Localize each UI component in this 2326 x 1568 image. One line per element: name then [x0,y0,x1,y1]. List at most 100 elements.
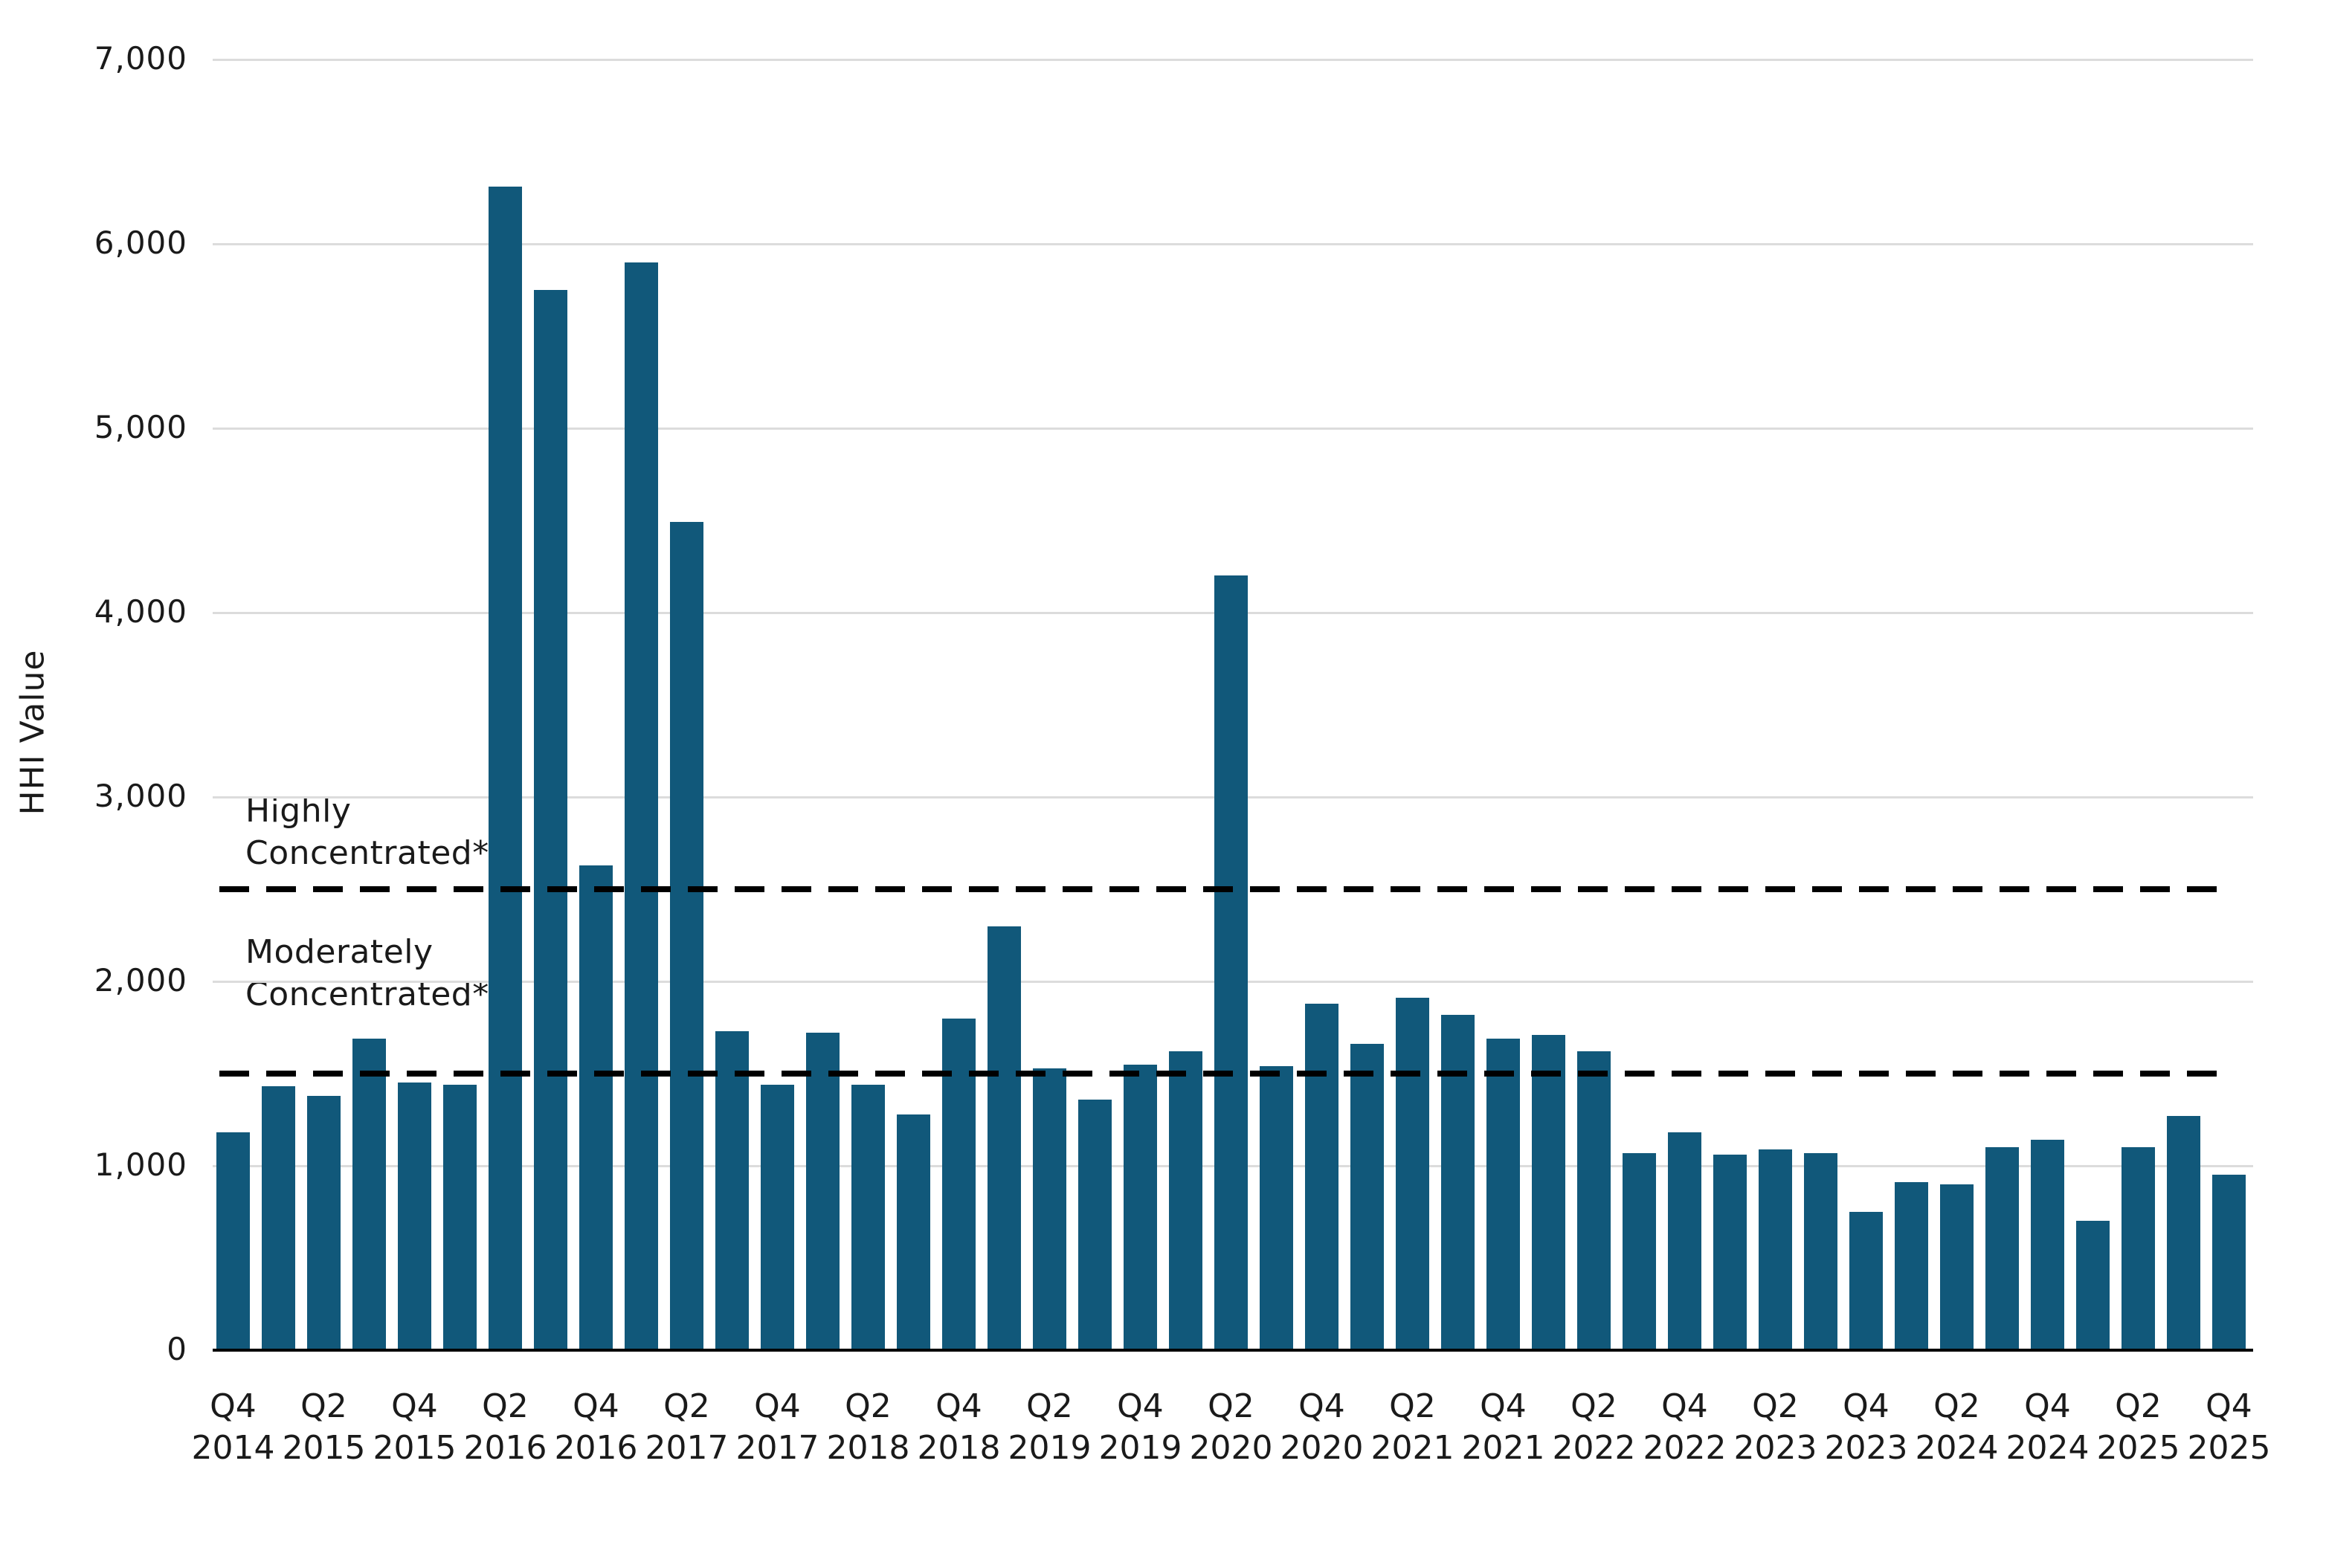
bar-q2-2018 [851,1084,885,1350]
y-tick-label-5000: 5,000 [94,409,187,445]
bar-q2-2015 [307,1095,341,1350]
bar-q1-2022 [1532,1034,1565,1350]
bar-q2-2025 [2122,1147,2155,1350]
x-tick-year-q2-2024: 2024 [1915,1429,1999,1467]
bar-q4-2018 [942,1018,976,1350]
bar-q1-2017 [625,262,658,1350]
bar-q4-2016 [579,865,613,1350]
x-tick-year-q4-2017: 2017 [735,1429,819,1467]
x-tick-year-q2-2016: 2016 [463,1429,547,1467]
y-tick-label-0: 0 [167,1331,187,1367]
x-tick-year-q4-2014: 2014 [191,1429,275,1467]
x-tick-year-q4-2025: 2025 [2187,1429,2271,1467]
bar-q3-2021 [1441,1014,1475,1350]
bar-q2-2022 [1577,1051,1611,1350]
x-tick-quarter-q2-2020: Q2 [1208,1387,1254,1425]
x-tick-quarter-q4-2018: Q4 [935,1387,982,1425]
y-tick-label-6000: 6,000 [94,225,187,261]
y-tick-label-7000: 7,000 [94,40,187,77]
gridline-7000 [213,58,2253,61]
gridline-5000 [213,427,2253,430]
bar-q2-2020 [1214,575,1248,1350]
bar-q1-2018 [806,1033,840,1350]
x-tick-quarter-q4-2023: Q4 [1843,1387,1890,1425]
bar-q2-2016 [489,187,522,1350]
x-tick-quarter-q2-2017: Q2 [663,1387,710,1425]
x-tick-quarter-q2-2023: Q2 [1752,1387,1799,1425]
bar-q4-2015 [398,1083,431,1350]
bar-q2-2021 [1396,998,1429,1350]
bar-q3-2020 [1260,1066,1293,1350]
bar-q1-2015 [262,1086,295,1350]
x-tick-quarter-q4-2017: Q4 [754,1387,801,1425]
x-tick-year-q4-2021: 2021 [1461,1429,1545,1467]
y-tick-label-3000: 3,000 [94,778,187,814]
x-tick-year-q2-2018: 2018 [826,1429,910,1467]
x-tick-year-q4-2019: 2019 [1098,1429,1182,1467]
x-tick-quarter-q4-2021: Q4 [1480,1387,1527,1425]
x-tick-year-q4-2020: 2020 [1280,1429,1364,1467]
bar-q3-2018 [897,1114,930,1350]
bar-q1-2019 [988,926,1021,1350]
x-tick-year-q2-2017: 2017 [645,1429,729,1467]
x-tick-year-q2-2023: 2023 [1733,1429,1817,1467]
reference-line-1500 [219,1071,2227,1077]
x-tick-year-q2-2022: 2022 [1552,1429,1636,1467]
x-tick-year-q4-2016: 2016 [554,1429,638,1467]
x-tick-quarter-q4-2016: Q4 [573,1387,619,1425]
x-tick-quarter-q2-2022: Q2 [1570,1387,1617,1425]
x-tick-quarter-q4-2024: Q4 [2024,1387,2071,1425]
bar-q1-2025 [2076,1221,2110,1350]
bar-q3-2025 [2167,1116,2200,1350]
bar-q3-2016 [534,290,567,1350]
x-tick-year-q2-2019: 2019 [1008,1429,1092,1467]
bar-q1-2023 [1713,1155,1747,1350]
bar-q4-2014 [216,1132,250,1350]
x-tick-year-q4-2018: 2018 [917,1429,1001,1467]
bar-q4-2017 [761,1084,794,1350]
x-tick-year-q2-2025: 2025 [2096,1429,2180,1467]
x-tick-quarter-q2-2019: Q2 [1026,1387,1073,1425]
x-axis-line [213,1349,2253,1352]
x-tick-quarter-q2-2016: Q2 [482,1387,529,1425]
bar-q4-2020 [1305,1003,1338,1350]
bar-q4-2019 [1124,1064,1157,1350]
x-tick-year-q4-2022: 2022 [1643,1429,1727,1467]
x-tick-quarter-q4-2015: Q4 [391,1387,438,1425]
bar-q3-2015 [352,1038,386,1350]
x-tick-quarter-q2-2018: Q2 [845,1387,892,1425]
bar-q1-2021 [1350,1044,1384,1350]
bar-q4-2025 [2212,1175,2246,1350]
x-tick-quarter-q4-2019: Q4 [1117,1387,1164,1425]
x-tick-year-q4-2015: 2015 [373,1429,457,1467]
x-tick-year-q2-2021: 2021 [1370,1429,1454,1467]
x-tick-quarter-q2-2015: Q2 [300,1387,347,1425]
bar-q4-2021 [1486,1038,1520,1350]
bar-q3-2019 [1078,1099,1112,1350]
gridline-6000 [213,242,2253,245]
bar-q3-2017 [715,1030,749,1350]
y-axis-title: HHI Value [13,649,52,816]
bar-q2-2023 [1759,1149,1792,1350]
moderately-concentrated-annotation: Moderately Concentrated* [245,933,489,1013]
y-tick-label-1000: 1,000 [94,1146,187,1183]
x-tick-quarter-q2-2024: Q2 [1933,1387,1980,1425]
bar-q4-2023 [1849,1212,1883,1350]
x-tick-year-q2-2015: 2015 [282,1429,366,1467]
y-tick-label-4000: 4,000 [94,593,187,630]
bar-q3-2022 [1623,1152,1656,1350]
bar-q1-2020 [1169,1051,1202,1350]
x-tick-quarter-q4-2025: Q4 [2206,1387,2252,1425]
x-tick-year-q2-2020: 2020 [1189,1429,1273,1467]
bar-q2-2019 [1033,1068,1066,1350]
x-tick-quarter-q2-2025: Q2 [2115,1387,2162,1425]
bar-q2-2017 [670,522,703,1350]
highly-concentrated-annotation: Highly Concentrated* [245,792,489,872]
x-tick-quarter-q4-2014: Q4 [210,1387,257,1425]
x-tick-quarter-q2-2021: Q2 [1389,1387,1436,1425]
bar-q2-2024 [1940,1184,1974,1350]
y-tick-label-2000: 2,000 [94,962,187,998]
x-tick-quarter-q4-2020: Q4 [1298,1387,1345,1425]
bar-q4-2022 [1668,1132,1701,1350]
